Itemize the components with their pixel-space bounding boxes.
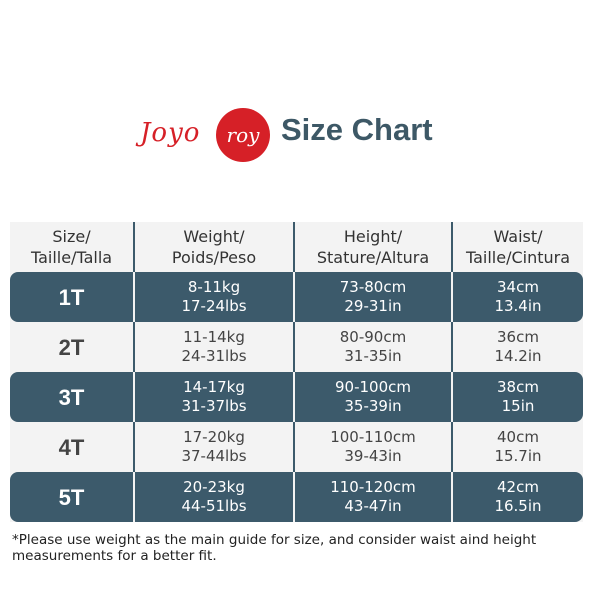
header-line: Taille/Cintura	[465, 248, 571, 267]
weight-cell: 20-23kg 44-51lbs	[135, 472, 295, 522]
height-cell-value: 80-90cm	[339, 328, 407, 346]
header-line: Waist/	[493, 227, 543, 246]
height-cell-value: 43-47in	[344, 497, 402, 515]
table-row: 5T 20-23kg 44-51lbs 110-120cm 43-47in 42cm 16.…	[10, 472, 583, 522]
footnote: *Please use weight as the main guide for…	[12, 532, 537, 564]
size-cell: 3T	[10, 372, 135, 422]
header-size: Size/Taille/Talla	[10, 222, 135, 272]
waist-cell-value: 15in	[501, 397, 535, 415]
waist-cell: 36cm 14.2in	[453, 322, 583, 372]
size-cell-value: 3T	[58, 384, 85, 410]
weight-cell-value: 17-24lbs	[181, 297, 247, 315]
weight-cell-value: 8-11kg	[187, 278, 241, 296]
size-cell-value: 2T	[58, 334, 85, 360]
header-line: Height/	[343, 227, 403, 246]
waist-cell-value: 15.7in	[494, 447, 542, 465]
height-cell-value: 73-80cm	[339, 278, 407, 296]
waist-cell-value: 13.4in	[494, 297, 542, 315]
table-row: 4T 17-20kg 37-44lbs 100-110cm 39-43in 40cm 15.…	[10, 422, 583, 472]
height-cell-value: 100-110cm	[330, 428, 416, 446]
waist-cell-value: 38cm	[497, 378, 539, 396]
header-line: Poids/Peso	[171, 248, 257, 267]
height-cell-value: 35-39in	[344, 397, 402, 415]
height-cell-value: 31-35in	[344, 347, 402, 365]
waist-cell-value: 16.5in	[494, 497, 542, 515]
table-row: 3T 14-17kg 31-37lbs 90-100cm 35-39in 38cm 15in	[10, 372, 583, 422]
header-weight: Weight/Poids/Peso	[135, 222, 295, 272]
logo-circle: roy	[216, 108, 270, 162]
height-cell: 90-100cm 35-39in	[295, 372, 453, 422]
header-line: Weight/	[183, 227, 245, 246]
header-waist: Waist/Taille/Cintura	[453, 222, 583, 272]
header-line: Stature/Altura	[316, 248, 430, 267]
waist-cell-value: 40cm	[497, 428, 539, 446]
waist-cell: 34cm 13.4in	[453, 272, 583, 322]
size-cell: 1T	[10, 272, 135, 322]
weight-cell-value: 14-17kg	[183, 378, 245, 396]
waist-cell-value: 34cm	[497, 278, 539, 296]
size-cell: 2T	[10, 322, 135, 372]
weight-cell-value: 44-51lbs	[181, 497, 247, 515]
height-cell: 100-110cm 39-43in	[295, 422, 453, 472]
header-height: Height/Stature/Altura	[295, 222, 453, 272]
height-cell-value: 90-100cm	[335, 378, 411, 396]
table-row: 1T 8-11kg 17-24lbs 73-80cm 29-31in 34cm 13.4in	[10, 272, 583, 322]
waist-cell-value: 36cm	[497, 328, 539, 346]
brand-logo: Joyo roy	[140, 104, 270, 164]
height-cell-value: 29-31in	[344, 297, 402, 315]
height-cell: 73-80cm 29-31in	[295, 272, 453, 322]
weight-cell-value: 24-31lbs	[181, 347, 247, 365]
header-line: Size/	[52, 227, 91, 246]
page-title: Size Chart	[281, 112, 433, 147]
weight-cell-value: 20-23kg	[183, 478, 245, 496]
size-cell-value: 5T	[58, 484, 85, 510]
weight-cell: 11-14kg 24-31lbs	[135, 322, 295, 372]
height-cell-value: 39-43in	[344, 447, 402, 465]
height-cell: 80-90cm 31-35in	[295, 322, 453, 372]
waist-cell: 38cm 15in	[453, 372, 583, 422]
size-table: Size/Taille/Talla Weight/Poids/Peso Heig…	[10, 222, 583, 522]
weight-cell-value: 11-14kg	[183, 328, 245, 346]
weight-cell-value: 31-37lbs	[181, 397, 247, 415]
size-cell-value: 1T	[58, 284, 85, 310]
table-header: Size/Taille/Talla Weight/Poids/Peso Heig…	[10, 222, 583, 272]
table-row: 2T 11-14kg 24-31lbs 80-90cm 31-35in 36cm 14.2i…	[10, 322, 583, 372]
logo-script: Joyo	[140, 118, 201, 148]
waist-cell-value: 14.2in	[494, 347, 542, 365]
waist-cell: 42cm 16.5in	[453, 472, 583, 522]
weight-cell-value: 37-44lbs	[181, 447, 247, 465]
size-cell: 4T	[10, 422, 135, 472]
size-cell-value: 4T	[58, 434, 85, 460]
waist-cell-value: 42cm	[497, 478, 539, 496]
weight-cell: 8-11kg 17-24lbs	[135, 272, 295, 322]
height-cell-value: 110-120cm	[330, 478, 416, 496]
header-line: Taille/Talla	[30, 248, 113, 267]
weight-cell: 14-17kg 31-37lbs	[135, 372, 295, 422]
waist-cell: 40cm 15.7in	[453, 422, 583, 472]
weight-cell-value: 17-20kg	[183, 428, 245, 446]
size-cell: 5T	[10, 472, 135, 522]
height-cell: 110-120cm 43-47in	[295, 472, 453, 522]
weight-cell: 17-20kg 37-44lbs	[135, 422, 295, 472]
